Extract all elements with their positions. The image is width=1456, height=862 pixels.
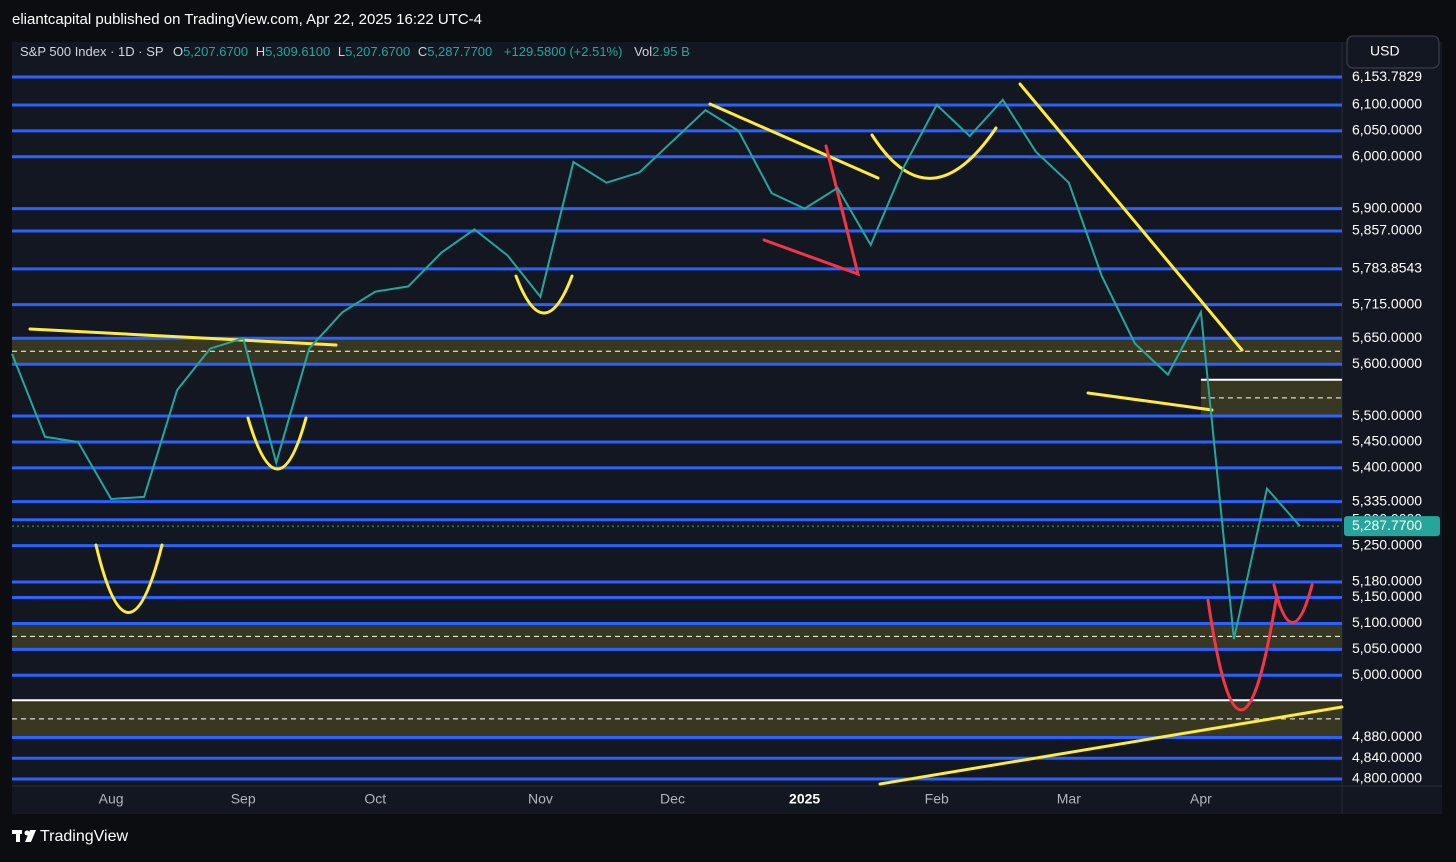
time-label: Feb — [925, 791, 949, 807]
price-label: 4,880.0000 — [1352, 728, 1422, 744]
price-label: 5,150.0000 — [1352, 588, 1422, 604]
cup-drawing — [1272, 583, 1314, 624]
legend-value: 5,207.6700 — [183, 44, 248, 59]
time-label: Aug — [99, 791, 124, 807]
price-label: 5,857.0000 — [1352, 222, 1422, 238]
time-label: Oct — [364, 791, 386, 807]
price-label: 5,335.0000 — [1352, 492, 1422, 508]
price-axis: 6,153.7829 6,100.0000 6,050.0000 6,000.0000… — [1344, 68, 1440, 786]
drawings — [28, 82, 1344, 786]
legend-key: Vol — [634, 44, 652, 59]
trend-line — [1086, 391, 1214, 412]
legend-value: 5,207.6700 — [345, 44, 410, 59]
header-text: eliantcapital published on TradingView.c… — [12, 11, 482, 28]
cup-drawing — [514, 274, 574, 315]
legend-key: O — [173, 44, 183, 59]
price-label: 5,250.0000 — [1352, 536, 1422, 552]
price-label: 6,100.0000 — [1352, 96, 1422, 112]
time-label: Apr — [1190, 791, 1212, 807]
logo-part — [16, 830, 20, 842]
price-line — [11, 98, 1301, 640]
trend-line — [878, 705, 1344, 786]
price-label: 5,500.0000 — [1352, 407, 1422, 423]
price-label: 5,100.0000 — [1352, 614, 1422, 630]
time-label: Sep — [231, 791, 256, 807]
footer-brand: TradingView — [40, 828, 128, 845]
price-label: 5,050.0000 — [1352, 640, 1422, 656]
last-price-box — [1344, 516, 1440, 537]
cup-drawing — [1206, 598, 1278, 712]
price-label: 5,180.0000 — [1352, 573, 1422, 589]
time-label: Nov — [528, 791, 553, 807]
price-label: 4,840.0000 — [1352, 749, 1422, 765]
legend-change: +129.5800 (+2.51%) — [504, 44, 623, 59]
price-label: 5,400.0000 — [1352, 459, 1422, 475]
cup-drawing — [94, 543, 164, 614]
trend-line — [708, 102, 880, 180]
legend-symbol: S&P 500 Index · 1D · SP — [20, 44, 163, 59]
price-label: 5,715.0000 — [1352, 295, 1422, 311]
trend-line — [28, 327, 338, 347]
price-label: 6,050.0000 — [1352, 122, 1422, 138]
logo-part — [25, 830, 36, 842]
price-label: 5,000.0000 — [1352, 666, 1422, 682]
time-label: 2025 — [789, 791, 820, 807]
legend: S&P 500 Index · 1D · SP O5,207.6700 H5,3… — [20, 44, 690, 59]
last-price-label: 5,287.7700 — [1352, 517, 1422, 533]
price-label: 5,450.0000 — [1352, 433, 1422, 449]
legend-key: L — [338, 44, 345, 59]
price-label: 5,900.0000 — [1352, 199, 1422, 215]
currency-label[interactable]: USD — [1370, 43, 1400, 59]
price-label: 6,000.0000 — [1352, 147, 1422, 163]
legend-value: 5,309.6100 — [265, 44, 330, 59]
price-label: 5,650.0000 — [1352, 329, 1422, 345]
legend-key: H — [256, 44, 265, 59]
trend-line — [1018, 82, 1244, 352]
cup-drawing — [870, 126, 998, 180]
legend-value: 2.95 B — [652, 44, 690, 59]
price-label: 5,783.8543 — [1352, 260, 1422, 276]
cup-drawing — [246, 416, 308, 471]
time-label: Dec — [660, 791, 685, 807]
price-label: 6,153.7829 — [1352, 68, 1422, 84]
time-label: Mar — [1057, 791, 1081, 807]
currency-button[interactable] — [1346, 35, 1440, 69]
price-label: 4,800.0000 — [1352, 770, 1422, 786]
levels — [12, 75, 1342, 781]
logo — [12, 830, 36, 842]
price-label: 5,600.0000 — [1352, 355, 1422, 371]
legend-key: C — [418, 44, 427, 59]
legend-value: 5,287.7700 — [427, 44, 492, 59]
plot — [11, 98, 1342, 640]
